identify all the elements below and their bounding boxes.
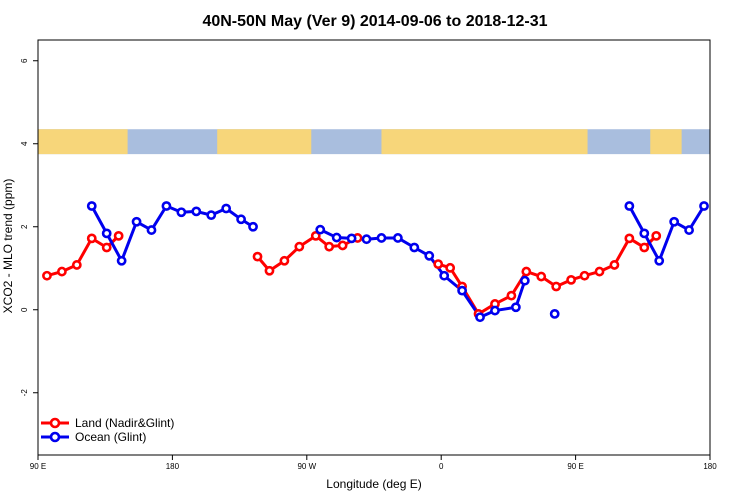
series-1-point (376, 233, 387, 243)
series-0-point (609, 260, 620, 270)
series-1-point (221, 203, 232, 214)
series-0-point (71, 260, 82, 270)
series-0-point (624, 233, 635, 244)
y-tick-label: 4 (20, 141, 29, 146)
series-1-point (510, 302, 521, 313)
series-0-point (551, 281, 562, 292)
series-0-point (86, 233, 97, 244)
series-1-point (191, 206, 202, 217)
x-axis: 90 E 180 90 W 0 90 E 180 (30, 455, 717, 471)
series-1-point (699, 201, 709, 211)
series-0-point (566, 274, 577, 285)
series-0-point (324, 241, 335, 252)
legend: Land (Nadir&Glint)Ocean (Glint) (41, 416, 174, 444)
x-tick-label: 180 (703, 462, 717, 471)
series-0-point (264, 265, 275, 276)
chart-title: 40N-50N May (Ver 9) 2014-09-06 to 2018-1… (202, 13, 547, 30)
series-0-point (651, 230, 662, 241)
series-1-point (146, 225, 157, 235)
map-land (650, 129, 682, 155)
series-1-point (161, 201, 172, 211)
x-tick-label: 90 E (567, 462, 583, 471)
series-1-point (315, 224, 326, 235)
y-axis-label: XCO2 - MLO trend (ppm) (1, 179, 15, 314)
y-axis: -2 0 2 4 6 (20, 58, 38, 396)
series-1-point (346, 233, 357, 244)
series-1-point (639, 228, 650, 239)
series-0-point (337, 240, 348, 251)
series-0-point (101, 242, 112, 253)
y-tick-label: 2 (20, 224, 29, 229)
series-0-point (42, 270, 52, 281)
world-map-band (38, 129, 710, 155)
series-1-point (654, 255, 665, 266)
y-tick-label: 0 (20, 307, 29, 312)
legend-marker (49, 417, 61, 429)
series-0-point (506, 290, 517, 301)
x-tick-label: 0 (439, 462, 444, 471)
series-1-point (206, 210, 217, 221)
series-0-point (310, 230, 321, 241)
y-tick-label: -2 (20, 389, 29, 397)
series-0-point (279, 255, 290, 266)
map-land (217, 129, 312, 155)
series-1-point (669, 216, 680, 227)
series-1-point (624, 201, 635, 211)
series-1-point (101, 228, 112, 239)
map-land (381, 129, 588, 155)
data-lines (46, 204, 706, 319)
series-0-point (445, 262, 456, 273)
x-axis-label: Longitude (deg E) (326, 477, 421, 491)
x-tick-label: 90 W (297, 462, 316, 471)
series-0-point (521, 266, 532, 277)
series-1-point (684, 225, 694, 235)
series-0-point (639, 242, 650, 253)
series-1-point (361, 234, 372, 245)
series-1-point (176, 207, 187, 218)
series-1-point (331, 232, 342, 243)
series-0-point (579, 270, 590, 281)
series-1-point (392, 233, 403, 243)
y-tick-label: 6 (20, 58, 29, 63)
series-1-point (409, 242, 420, 253)
series-1-point (519, 275, 530, 286)
series-1-point (131, 216, 142, 227)
series-0-point (294, 241, 305, 252)
series-1-point (248, 221, 258, 232)
series-1-point (549, 308, 560, 319)
x-tick-label: 90 E (30, 462, 46, 471)
plot-frame (37, 39, 711, 456)
series-0-point (252, 251, 263, 262)
map-land (38, 129, 128, 155)
series-1-point (424, 250, 435, 261)
legend-label: Ocean (Glint) (75, 430, 146, 444)
series-1-point (86, 201, 97, 211)
series-1-point (457, 285, 468, 296)
series-0-point (113, 230, 124, 241)
map-ocean (38, 129, 710, 155)
series-1-point (236, 214, 246, 225)
legend-label: Land (Nadir&Glint) (75, 416, 174, 430)
series-0-point (594, 266, 605, 277)
series-0-point (56, 266, 67, 277)
series-1-point (475, 312, 485, 323)
legend-marker (49, 431, 61, 443)
data-points (42, 201, 709, 323)
series-0-point (536, 271, 547, 282)
series-1-point (116, 255, 127, 266)
series-1-point (439, 270, 450, 281)
series-0-point (433, 259, 444, 269)
x-tick-label: 180 (166, 462, 180, 471)
series-1-point (490, 305, 500, 316)
